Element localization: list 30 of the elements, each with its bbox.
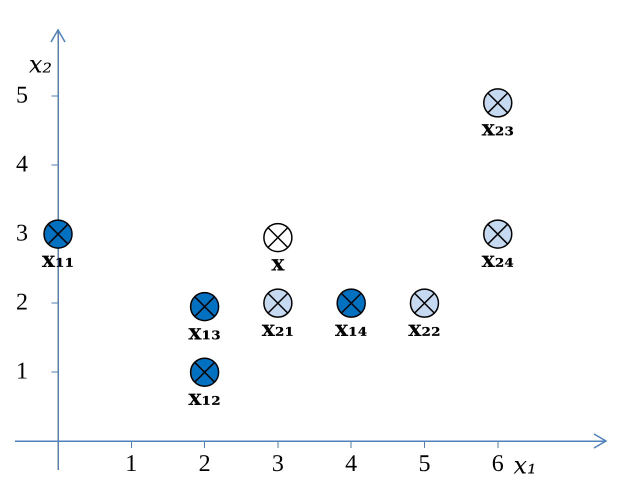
y-tick-label: 1 <box>16 358 58 385</box>
x-axis-title: x₁ <box>514 452 537 480</box>
annotation: x₁₃ <box>188 319 221 346</box>
point <box>43 219 73 249</box>
annotation: x₂₂ <box>408 316 441 342</box>
x-tick-label: 2 <box>198 450 211 477</box>
annotation: x₂₄ <box>482 246 514 273</box>
point <box>190 292 220 322</box>
annotation: x₂₁ <box>262 316 294 342</box>
point <box>336 288 366 318</box>
point <box>483 88 513 118</box>
y-tick-label: 2 <box>16 289 58 316</box>
annotation: x₂₃ <box>482 116 514 142</box>
annotation: x₁₄ <box>334 316 368 342</box>
y-tick-label: 5 <box>16 82 58 108</box>
y-tick-label: 4 <box>16 151 58 178</box>
annotation: x <box>271 250 286 276</box>
x-tick-label: 3 <box>272 450 284 477</box>
point <box>410 288 440 318</box>
x-tick-label: 1 <box>125 450 138 477</box>
point <box>483 219 513 249</box>
x-tick-label: 5 <box>418 450 430 477</box>
point <box>190 357 220 387</box>
y-tick-label: 3 <box>16 220 58 246</box>
point <box>263 222 293 252</box>
y-axis-title: x₂ <box>28 50 52 79</box>
x-tick-label: 6 <box>492 450 504 477</box>
point <box>263 288 293 318</box>
x-tick-label: 4 <box>345 450 358 477</box>
annotation: x₁₂ <box>188 384 221 411</box>
